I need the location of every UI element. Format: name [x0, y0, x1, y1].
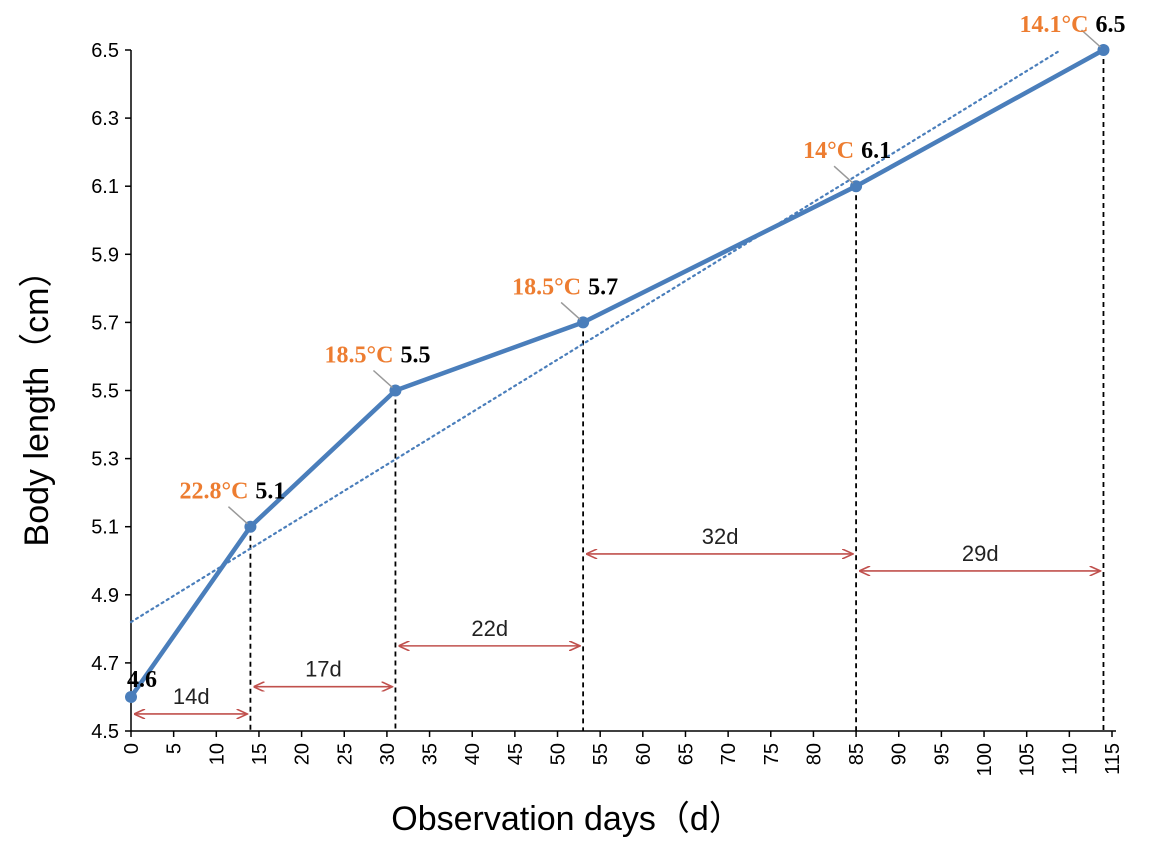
x-tick-label: 40 — [462, 743, 484, 765]
trendline — [129, 48, 1062, 624]
temperature-label: 22.8°C — [179, 479, 248, 505]
y-tick-label: 6.1 — [91, 176, 119, 198]
x-tick-label: 110 — [1059, 743, 1081, 775]
x-tick-label: 105 — [1017, 743, 1039, 776]
y-tick-label: 5.3 — [91, 449, 119, 471]
label-leader-line — [1080, 29, 1101, 48]
y-tick-label: 6.3 — [91, 108, 119, 130]
x-tick-label: 50 — [548, 743, 570, 765]
temperature-label: 18.5°C — [325, 343, 394, 369]
y-tick-label: 5.9 — [91, 244, 119, 266]
x-tick-label: 85 — [846, 743, 868, 765]
x-tick-label: 55 — [590, 743, 612, 765]
y-tick-label: 6.5 — [91, 40, 119, 62]
interval-label: 32d — [702, 524, 739, 549]
x-tick-label: 5 — [164, 743, 186, 754]
y-tick-label: 5.5 — [91, 381, 119, 403]
data-label: 5.7 — [588, 274, 618, 300]
x-tick-label: 25 — [334, 743, 356, 765]
interval-label: 14d — [173, 684, 210, 709]
temperature-label: 18.5°C — [512, 274, 581, 300]
y-tick-label: 4.5 — [91, 721, 119, 743]
x-tick-label: 95 — [931, 743, 953, 765]
x-tick-label: 70 — [718, 743, 740, 765]
x-axis-title: Observation days（d） — [391, 800, 743, 838]
y-tick-label: 4.7 — [91, 653, 119, 675]
data-label: 5.5 — [400, 343, 430, 369]
y-tick-label: 5.1 — [91, 517, 119, 539]
data-point — [125, 690, 137, 703]
label-leader-line — [227, 506, 248, 525]
x-tick-label: 35 — [420, 743, 442, 765]
data-label: 5.1 — [255, 479, 285, 505]
x-tick-label: 60 — [633, 743, 655, 765]
temperature-label: 14.1°C — [1020, 12, 1089, 38]
y-tick-label: 5.7 — [91, 312, 119, 334]
x-tick-label: 65 — [675, 743, 697, 765]
interval-label: 22d — [471, 616, 508, 641]
label-leader-line — [833, 165, 854, 184]
interval-label: 17d — [305, 657, 342, 682]
series-line — [129, 48, 1105, 699]
x-tick-label: 15 — [249, 743, 271, 765]
label-leader-line — [560, 301, 581, 320]
x-tick-label: 10 — [206, 743, 228, 765]
x-tick-label: 115 — [1102, 743, 1124, 775]
x-tick-label: 30 — [377, 743, 399, 765]
x-tick-label: 75 — [761, 743, 783, 765]
x-tick-label: 0 — [121, 743, 143, 754]
data-label: 6.5 — [1095, 12, 1125, 38]
x-tick-label: 100 — [974, 743, 996, 776]
x-tick-label: 20 — [292, 743, 314, 765]
label-leader-line — [372, 369, 393, 389]
y-tick-label: 4.9 — [91, 585, 119, 607]
data-label: 4.6 — [127, 667, 157, 693]
temperature-label: 14°C — [803, 138, 854, 164]
x-tick-label: 45 — [505, 743, 527, 765]
interval-label: 29d — [962, 541, 999, 566]
x-tick-label: 80 — [803, 743, 825, 765]
x-tick-label: 90 — [889, 743, 911, 765]
data-label: 6.1 — [861, 138, 891, 164]
y-axis-title: Body length（cm） — [18, 254, 56, 547]
